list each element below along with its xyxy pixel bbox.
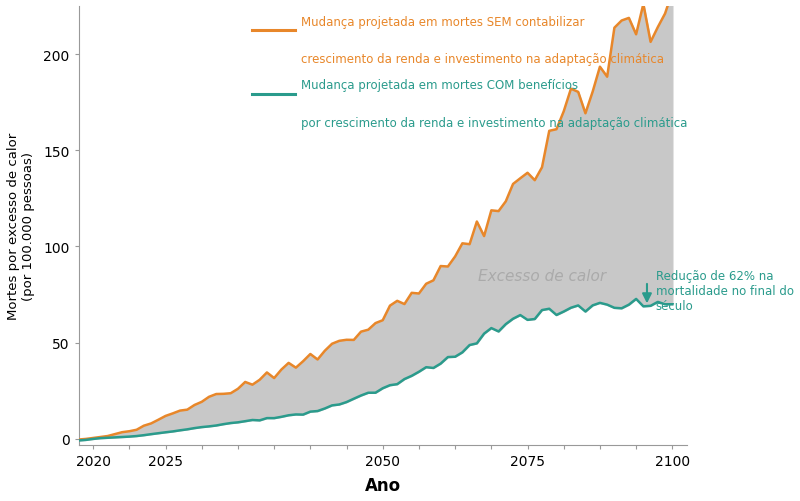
Text: Excesso de calor: Excesso de calor — [478, 269, 606, 283]
Y-axis label: Mortes por excesso de calor
(por 100.000 pessoas): Mortes por excesso de calor (por 100.000… — [7, 132, 35, 319]
Text: por crescimento da renda e investimento na adaptação climática: por crescimento da renda e investimento … — [301, 116, 687, 129]
X-axis label: Ano: Ano — [365, 476, 401, 494]
Text: Mudança projetada em mortes COM benefícios: Mudança projetada em mortes COM benefíci… — [301, 79, 578, 92]
Text: crescimento da renda e investimento na adaptação climática: crescimento da renda e investimento na a… — [301, 53, 664, 66]
Text: Mudança projetada em mortes SEM contabilizar: Mudança projetada em mortes SEM contabil… — [301, 16, 584, 29]
Text: Redução de 62% na
mortalidade no final do
século: Redução de 62% na mortalidade no final d… — [656, 270, 794, 313]
